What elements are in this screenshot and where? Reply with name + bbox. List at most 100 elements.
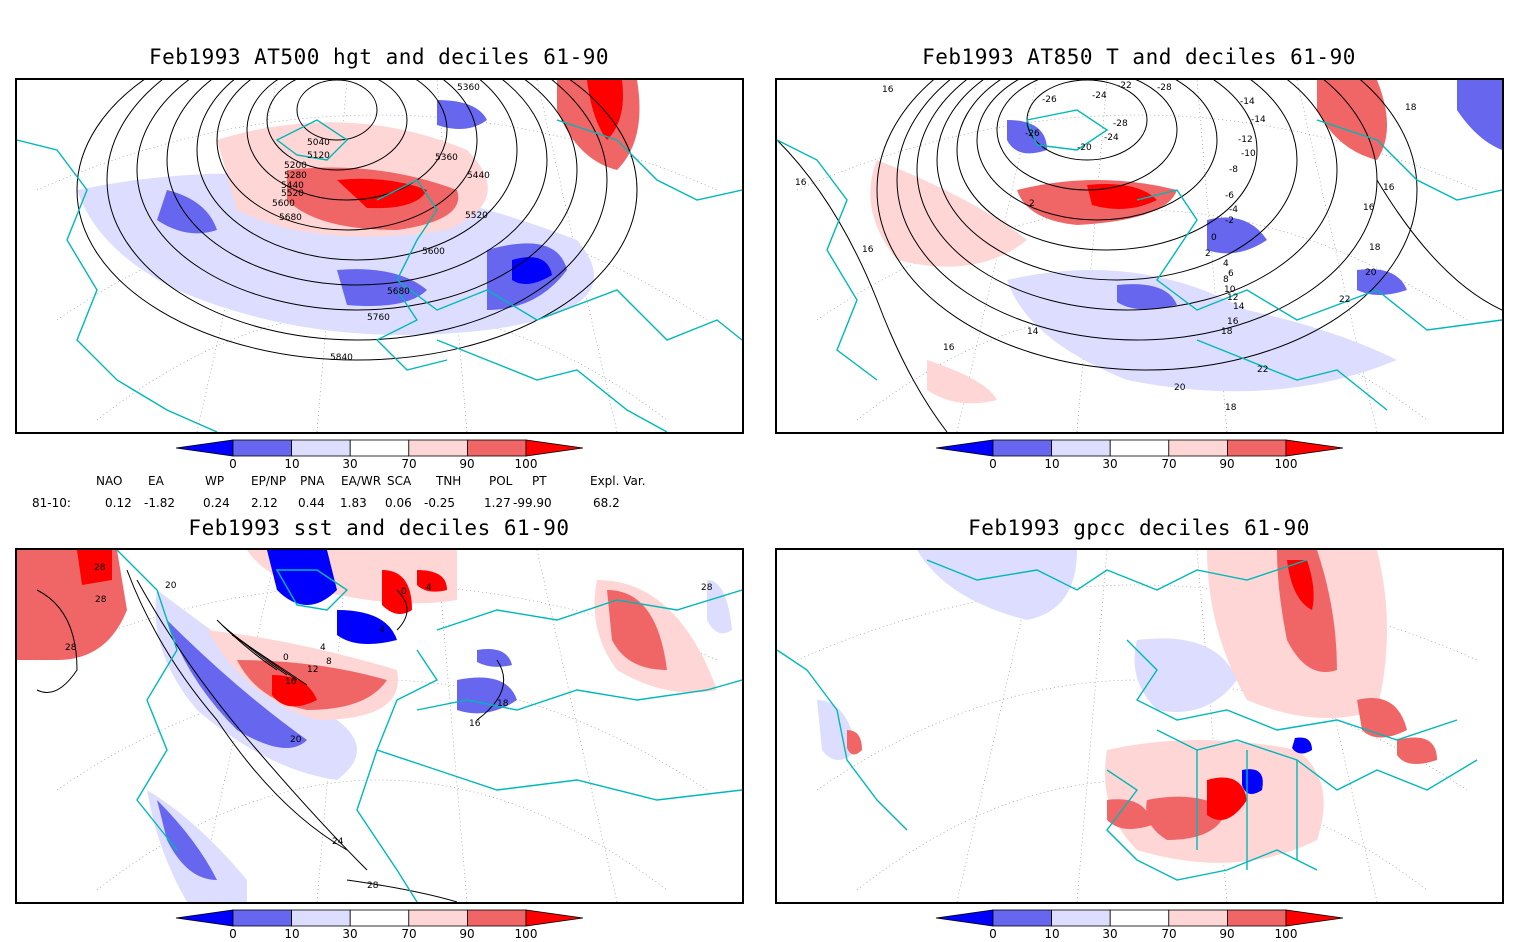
colorbar-swatch bbox=[291, 439, 351, 457]
contour-label: 5120 bbox=[307, 151, 330, 161]
contour-label: 5680 bbox=[279, 213, 302, 223]
colorbar-swatches bbox=[935, 439, 1344, 457]
colorbar-swatch-low bbox=[935, 909, 994, 927]
contour-label: 28 bbox=[95, 595, 107, 605]
contour-label: 5760 bbox=[367, 313, 390, 323]
colorbar-swatch bbox=[1168, 439, 1228, 457]
anomaly-blue-sw bbox=[157, 800, 217, 880]
index-header: NAO bbox=[96, 474, 123, 488]
colorbar-tick: 30 bbox=[1102, 457, 1117, 471]
colorbar-swatch bbox=[408, 909, 468, 927]
index-header: Expl. Var. bbox=[590, 474, 646, 488]
map-hgt-svg: 5040 5120 5200 5280 5360 5440 5520 5600 … bbox=[17, 80, 742, 432]
colorbar-swatch bbox=[349, 909, 410, 927]
contour-label: 5600 bbox=[422, 247, 445, 257]
colorbar-swatch bbox=[466, 909, 527, 927]
contour-label: 4 bbox=[1223, 259, 1229, 269]
colorbar-tick: 30 bbox=[342, 927, 357, 941]
contour-label: -4 bbox=[1229, 205, 1238, 215]
contour-label: 5360 bbox=[457, 83, 480, 93]
contour-label: 16 bbox=[1383, 183, 1395, 193]
contour-label: -8 bbox=[1229, 165, 1238, 175]
colorbar-swatch bbox=[1051, 439, 1111, 457]
colorbar-tick: 30 bbox=[1102, 927, 1117, 941]
anomaly-light-blue-e bbox=[707, 580, 732, 634]
anomaly-light-red bbox=[870, 160, 1027, 267]
colorbar-swatch bbox=[1168, 909, 1228, 927]
contour-label: 12 bbox=[307, 665, 318, 675]
contour-label: -26 bbox=[1042, 95, 1057, 105]
colorbar-swatch-low bbox=[935, 439, 994, 457]
index-value: 1.27 bbox=[484, 496, 511, 510]
contour-label: 4 bbox=[320, 643, 326, 653]
colorbar-tick: 0 bbox=[989, 457, 997, 471]
contour-label: 22 bbox=[1257, 365, 1268, 375]
colorbar-swatches bbox=[175, 909, 584, 927]
colorbar-swatch bbox=[1226, 909, 1287, 927]
colorbar-tick: 70 bbox=[1161, 457, 1176, 471]
precip-red-africa bbox=[1146, 796, 1227, 840]
map-gpcc-svg bbox=[777, 550, 1478, 902]
anomaly-blue-east-core bbox=[512, 257, 552, 284]
contour-label: -2 bbox=[1225, 216, 1234, 226]
colorbar-tick: 70 bbox=[401, 457, 416, 471]
colorbar-tick: 70 bbox=[1161, 927, 1176, 941]
contour-label: 18 bbox=[1369, 243, 1381, 253]
contour-label: 18 bbox=[1221, 327, 1233, 337]
contour-label: 5680 bbox=[387, 287, 410, 297]
contour-label: 8 bbox=[326, 657, 332, 667]
contour-label: 28 bbox=[65, 643, 77, 653]
index-value: -0.25 bbox=[424, 496, 456, 510]
colorbar-tick: 100 bbox=[1275, 927, 1298, 941]
contour-label: 5440 bbox=[281, 181, 304, 191]
contour-label: 20 bbox=[1174, 383, 1186, 393]
colorbar-swatch bbox=[408, 439, 468, 457]
index-value: -1.82 bbox=[144, 496, 176, 510]
anomaly-blue-med bbox=[457, 677, 517, 714]
colorbar-swatch bbox=[992, 439, 1052, 457]
contour-label: 0 bbox=[401, 587, 407, 597]
contour-label: 4 bbox=[379, 625, 385, 635]
contour-label: -24 bbox=[1092, 91, 1107, 101]
precip-blue-africa bbox=[1242, 769, 1263, 794]
contour-label: 18 bbox=[497, 699, 509, 709]
colorbar-swatch bbox=[1051, 909, 1111, 927]
contour-label: 18 bbox=[1225, 403, 1237, 413]
panel-title-hgt: Feb1993 AT500 hgt and deciles 61-90 bbox=[148, 45, 610, 69]
contour-label: 20 bbox=[290, 735, 302, 745]
contour-label: 0 bbox=[1211, 233, 1217, 243]
colorbar-swatch bbox=[466, 439, 527, 457]
anomaly-blue-nw bbox=[157, 190, 217, 234]
map-panel-t850: 16 16 16 14 16 18 22 20 18 -26 -24 -26 -… bbox=[775, 78, 1504, 434]
colorbar-swatch-high bbox=[525, 909, 584, 927]
anomaly-blue-n bbox=[267, 550, 337, 605]
contour-label: -10 bbox=[1241, 149, 1256, 159]
contour-label: -12 bbox=[1238, 135, 1253, 145]
contour-label: -6 bbox=[1225, 191, 1234, 201]
index-value: 2.12 bbox=[251, 496, 278, 510]
colorbar-tick: 0 bbox=[229, 457, 237, 471]
anomaly-red-gulf-core bbox=[272, 675, 317, 707]
map-panel-gpcc bbox=[775, 548, 1504, 904]
contour-label: -20 bbox=[1077, 143, 1092, 153]
colorbar-tick: 70 bbox=[401, 927, 416, 941]
contour-label: 5360 bbox=[435, 153, 458, 163]
contour-label: 5840 bbox=[330, 353, 353, 363]
contour-label: 16 bbox=[285, 677, 297, 687]
contour-label: 0 bbox=[283, 653, 289, 663]
index-value: 0.24 bbox=[203, 496, 230, 510]
anomaly-blue-center bbox=[337, 269, 427, 306]
anomaly-red-nw-core bbox=[77, 550, 112, 585]
contour-label: 16 bbox=[882, 85, 894, 95]
contour-label: 28 bbox=[701, 583, 713, 593]
contour-label: 10 bbox=[1224, 285, 1236, 295]
contour-label: 20 bbox=[165, 581, 177, 591]
contour-label: 24 bbox=[332, 837, 344, 847]
contour-label: 20 bbox=[1365, 268, 1377, 278]
contour-label: 5440 bbox=[467, 171, 490, 181]
colorbar-top-left: 0 10 30 70 90 100 bbox=[175, 439, 584, 471]
contour-label: 16 bbox=[1227, 317, 1239, 327]
precip-red-ne-core bbox=[1287, 560, 1314, 610]
colorbar-swatch bbox=[232, 909, 292, 927]
anomaly-red-e bbox=[607, 590, 667, 670]
